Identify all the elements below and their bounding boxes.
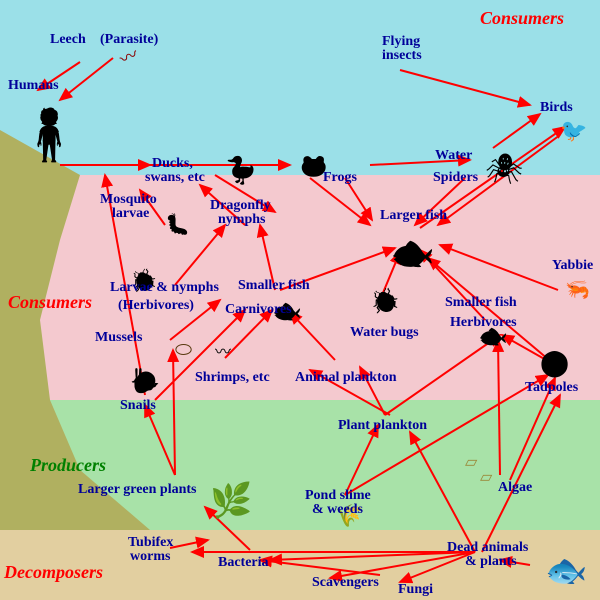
organism-glyph-14: ⬭ [175, 340, 192, 360]
label-parasite: (Parasite) [100, 32, 158, 48]
organism-glyph-19: ▱ [465, 455, 477, 471]
organism-glyph-13: 🐌 [130, 370, 160, 394]
label-plants: & plants [465, 554, 517, 570]
label-anplank: Animal plankton [295, 370, 397, 386]
organism-glyph-2: 🦆 [225, 158, 257, 184]
label-fungi: Fungi [398, 582, 433, 598]
zone-label-3: Decomposers [4, 562, 103, 583]
label-herb1: (Herbivores) [118, 298, 194, 314]
label-spiders: Spiders [433, 170, 478, 186]
organism-glyph-10: 🐞 [370, 290, 400, 314]
organism-glyph-16: ⬤ [540, 350, 569, 376]
label-yabbie: Yabbie [552, 258, 593, 274]
label-shrimps: Shrimps, etc [195, 370, 270, 386]
label-smfish1: Smaller fish [238, 278, 310, 294]
label-largerfish: Larger fish [380, 208, 447, 224]
label-mussels: Mussels [95, 330, 142, 346]
label-herb2: Herbivores [450, 315, 517, 331]
organism-glyph-17: 🌿 [210, 485, 252, 519]
organism-glyph-5: 🐦 [560, 120, 587, 142]
organism-glyph-6: 🐟 [390, 235, 435, 271]
label-leech: Leech [50, 32, 86, 48]
organism-glyph-12: 🦐 [565, 280, 590, 300]
organism-glyph-7: 🐛 [165, 215, 190, 235]
label-larvnymph: Larvae & nymphs [110, 280, 219, 296]
label-humans: Humans [8, 78, 59, 94]
organism-glyph-21: 🐟 [545, 555, 587, 589]
label-swans: swans, etc [145, 170, 205, 186]
label-insects: insects [382, 48, 422, 64]
label-water: Water [435, 148, 472, 164]
label-larvae1: larvae [112, 206, 149, 222]
organism-glyph-20: ▱ [480, 470, 492, 486]
label-worms: worms [130, 549, 170, 565]
organism-glyph-1: 🧍 [18, 110, 80, 160]
label-weeds: & weeds [312, 502, 363, 518]
label-nymphs: nymphs [218, 212, 265, 228]
label-birds: Birds [540, 100, 573, 116]
label-algae: Algae [498, 480, 532, 496]
label-lgp: Larger green plants [78, 482, 196, 498]
zone-label-0: Consumers [480, 8, 564, 29]
label-wbugs: Water bugs [350, 325, 419, 341]
label-bacteria: Bacteria [218, 555, 269, 571]
label-scav: Scavengers [312, 575, 379, 591]
label-frogs: Frogs [323, 170, 357, 186]
label-pplank: Plant plankton [338, 418, 427, 434]
label-carn: Carnivores [225, 302, 292, 318]
zone-label-1: Consumers [8, 292, 92, 313]
label-tadpoles: Tadpoles [525, 380, 578, 396]
organism-glyph-4: 🕷 [485, 155, 523, 185]
label-smfish2: Smaller fish [445, 295, 517, 311]
organism-glyph-15: 〰 [215, 345, 231, 361]
zone-label-2: Producers [30, 455, 106, 476]
label-snails: Snails [120, 398, 156, 414]
